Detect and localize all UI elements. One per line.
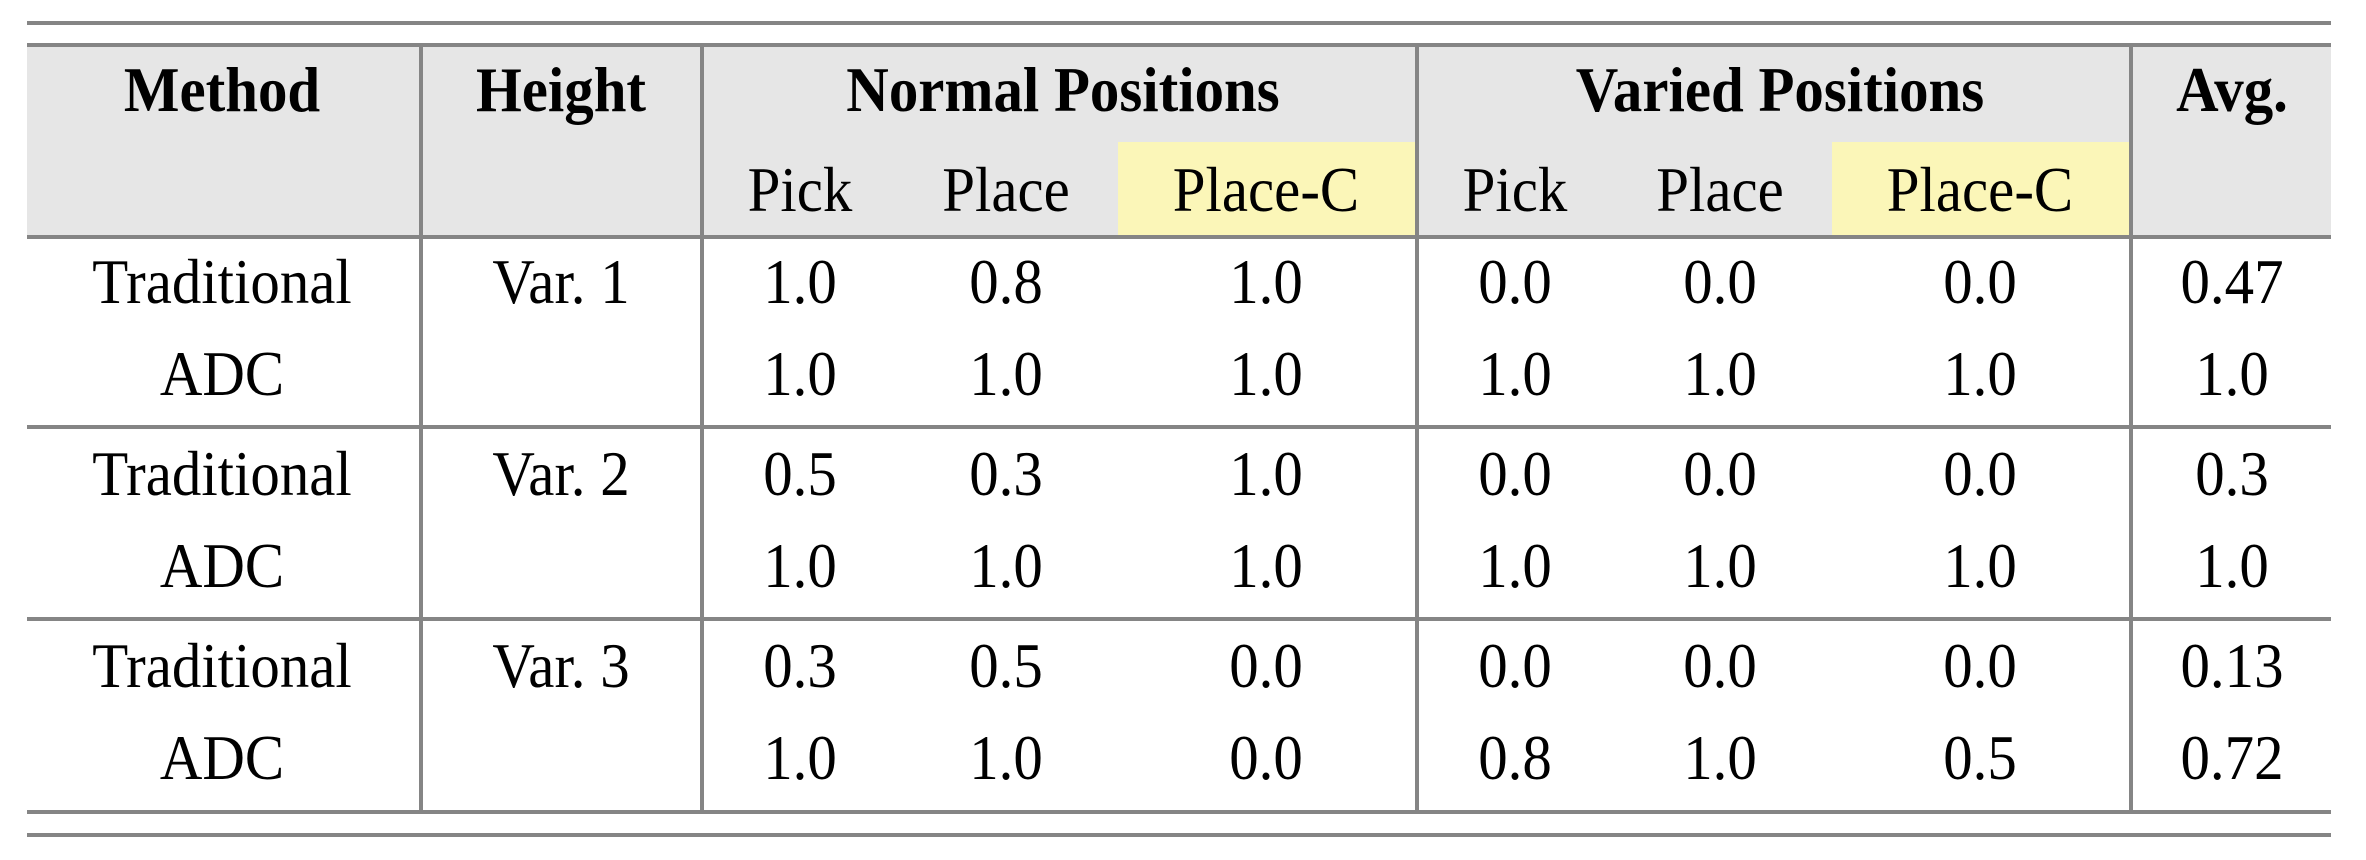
cell-varied-place-c: 1.0 <box>1943 338 2017 409</box>
cell-normal-place: 0.3 <box>969 438 1043 509</box>
cell-normal-place: 0.8 <box>969 246 1043 317</box>
header-height: Height <box>475 54 647 125</box>
cell-normal-pick: 1.0 <box>763 338 837 409</box>
cell-method: Traditional <box>92 630 352 701</box>
cell-varied-place-c: 1.0 <box>1943 530 2017 601</box>
cell-varied-place-c: 0.0 <box>1943 438 2017 509</box>
cell-height: Var. 1 <box>492 246 630 317</box>
cell-normal-place: 0.5 <box>969 630 1043 701</box>
col-divider-normal <box>1415 47 1419 812</box>
cell-normal-place-c: 0.0 <box>1229 630 1303 701</box>
subheader-normal-pick: Pick <box>747 154 853 225</box>
subheader-varied-place-c: Place-C <box>1886 154 2074 225</box>
cell-normal-pick: 1.0 <box>763 530 837 601</box>
cell-varied-pick: 0.8 <box>1478 722 1552 793</box>
subheader-varied-place: Place <box>1656 154 1784 225</box>
subheader-normal-place: Place <box>942 154 1070 225</box>
header-normal-positions: Normal Positions <box>846 54 1280 125</box>
cell-normal-pick: 0.5 <box>763 438 837 509</box>
bottom-rule <box>27 810 2331 814</box>
cell-method: ADC <box>159 722 285 793</box>
header-top-rule <box>27 43 2331 47</box>
cell-normal-place-c: 1.0 <box>1229 338 1303 409</box>
cell-varied-pick: 0.0 <box>1478 630 1552 701</box>
cell-normal-pick: 1.0 <box>763 246 837 317</box>
header-avg: Avg. <box>2176 54 2288 125</box>
header-method: Method <box>123 54 321 125</box>
final-rule <box>27 833 2331 837</box>
cell-normal-place: 1.0 <box>969 338 1043 409</box>
cell-normal-place: 1.0 <box>969 722 1043 793</box>
top-rule <box>27 21 2331 25</box>
header-bottom-rule <box>27 235 2331 239</box>
cell-varied-place: 0.0 <box>1683 438 1757 509</box>
cell-method: Traditional <box>92 438 352 509</box>
cell-normal-place: 1.0 <box>969 530 1043 601</box>
highlight-place-c-normal <box>1118 142 1415 237</box>
cell-avg: 1.0 <box>2195 530 2269 601</box>
cell-varied-pick: 0.0 <box>1478 438 1552 509</box>
cell-varied-pick: 0.0 <box>1478 246 1552 317</box>
cell-varied-pick: 1.0 <box>1478 338 1552 409</box>
cell-varied-place-c: 0.5 <box>1943 722 2017 793</box>
highlight-place-c-varied <box>1832 142 2130 237</box>
cell-height: Var. 3 <box>492 630 630 701</box>
cell-varied-place: 0.0 <box>1683 630 1757 701</box>
cell-normal-place-c: 1.0 <box>1229 530 1303 601</box>
cell-height: Var. 2 <box>492 438 630 509</box>
cell-avg: 0.47 <box>2180 246 2284 317</box>
cell-avg: 0.13 <box>2180 630 2284 701</box>
cell-method: ADC <box>159 530 285 601</box>
cell-varied-pick: 1.0 <box>1478 530 1552 601</box>
cell-normal-pick: 0.3 <box>763 630 837 701</box>
cell-varied-place: 1.0 <box>1683 722 1757 793</box>
cell-varied-place-c: 0.0 <box>1943 246 2017 317</box>
header-varied-positions: Varied Positions <box>1575 54 1985 125</box>
cell-normal-place-c: 1.0 <box>1229 438 1303 509</box>
cell-avg: 0.72 <box>2180 722 2284 793</box>
group-rule-1 <box>27 425 2331 429</box>
cell-normal-place-c: 1.0 <box>1229 246 1303 317</box>
cell-varied-place-c: 0.0 <box>1943 630 2017 701</box>
cell-varied-place: 1.0 <box>1683 338 1757 409</box>
cell-normal-pick: 1.0 <box>763 722 837 793</box>
cell-varied-place: 0.0 <box>1683 246 1757 317</box>
cell-normal-place-c: 0.0 <box>1229 722 1303 793</box>
group-rule-2 <box>27 617 2331 621</box>
subheader-varied-pick: Pick <box>1462 154 1568 225</box>
cell-method: ADC <box>159 338 285 409</box>
col-divider-avg <box>2129 47 2133 812</box>
col-divider-method <box>419 47 423 812</box>
subheader-normal-place-c: Place-C <box>1172 154 1360 225</box>
cell-method: Traditional <box>92 246 352 317</box>
col-divider-height <box>700 47 704 812</box>
cell-varied-place: 1.0 <box>1683 530 1757 601</box>
cell-avg: 1.0 <box>2195 338 2269 409</box>
cell-avg: 0.3 <box>2195 438 2269 509</box>
